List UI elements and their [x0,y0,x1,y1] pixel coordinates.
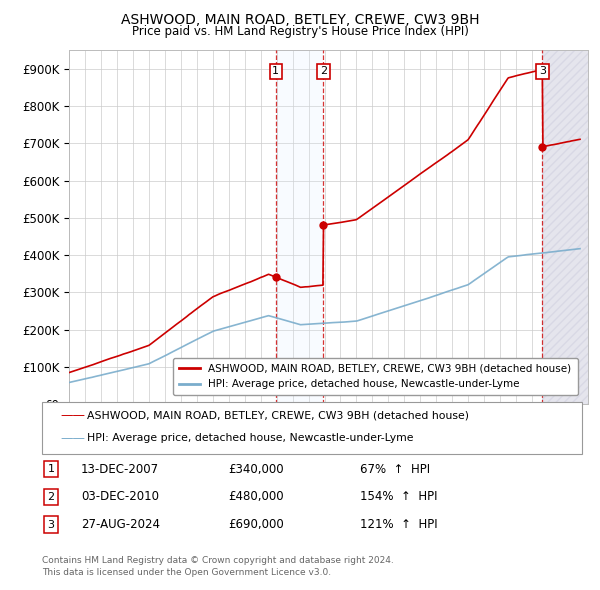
Text: HPI: Average price, detached house, Newcastle-under-Lyme: HPI: Average price, detached house, Newc… [87,434,413,443]
Text: 1: 1 [272,67,280,76]
Bar [542,50,588,404]
Text: £340,000: £340,000 [228,463,284,476]
Text: 2: 2 [320,67,327,76]
Text: £480,000: £480,000 [228,490,284,503]
Text: ——: —— [60,432,85,445]
Bar [542,50,588,404]
Text: 27-AUG-2024: 27-AUG-2024 [81,518,160,531]
Text: 2: 2 [47,492,55,502]
Text: HPI: Average price, detached house, Newcastle-under-Lyme: HPI: Average price, detached house, Newc… [87,434,413,443]
Text: ——: —— [60,432,85,445]
Text: 1: 1 [47,464,55,474]
Text: This data is licensed under the Open Government Licence v3.0.: This data is licensed under the Open Gov… [42,568,331,577]
Text: ASHWOOD, MAIN ROAD, BETLEY, CREWE, CW3 9BH (detached house): ASHWOOD, MAIN ROAD, BETLEY, CREWE, CW3 9… [87,411,469,421]
Text: 03-DEC-2010: 03-DEC-2010 [81,490,159,503]
Text: ——: —— [60,409,85,422]
Text: 3: 3 [47,520,55,529]
Text: ASHWOOD, MAIN ROAD, BETLEY, CREWE, CW3 9BH: ASHWOOD, MAIN ROAD, BETLEY, CREWE, CW3 9… [121,13,479,27]
Text: ASHWOOD, MAIN ROAD, BETLEY, CREWE, CW3 9BH (detached house): ASHWOOD, MAIN ROAD, BETLEY, CREWE, CW3 9… [87,411,469,421]
Text: 154%  ↑  HPI: 154% ↑ HPI [360,490,437,503]
Text: 67%  ↑  HPI: 67% ↑ HPI [360,463,430,476]
Text: 121%  ↑  HPI: 121% ↑ HPI [360,518,437,531]
Text: 3: 3 [539,67,546,76]
Text: Contains HM Land Registry data © Crown copyright and database right 2024.: Contains HM Land Registry data © Crown c… [42,556,394,565]
Text: Price paid vs. HM Land Registry's House Price Index (HPI): Price paid vs. HM Land Registry's House … [131,25,469,38]
Text: ——: —— [60,409,85,422]
Legend: ASHWOOD, MAIN ROAD, BETLEY, CREWE, CW3 9BH (detached house), HPI: Average price,: ASHWOOD, MAIN ROAD, BETLEY, CREWE, CW3 9… [173,358,578,395]
Text: £690,000: £690,000 [228,518,284,531]
Bar [276,50,323,404]
Text: 13-DEC-2007: 13-DEC-2007 [81,463,159,476]
